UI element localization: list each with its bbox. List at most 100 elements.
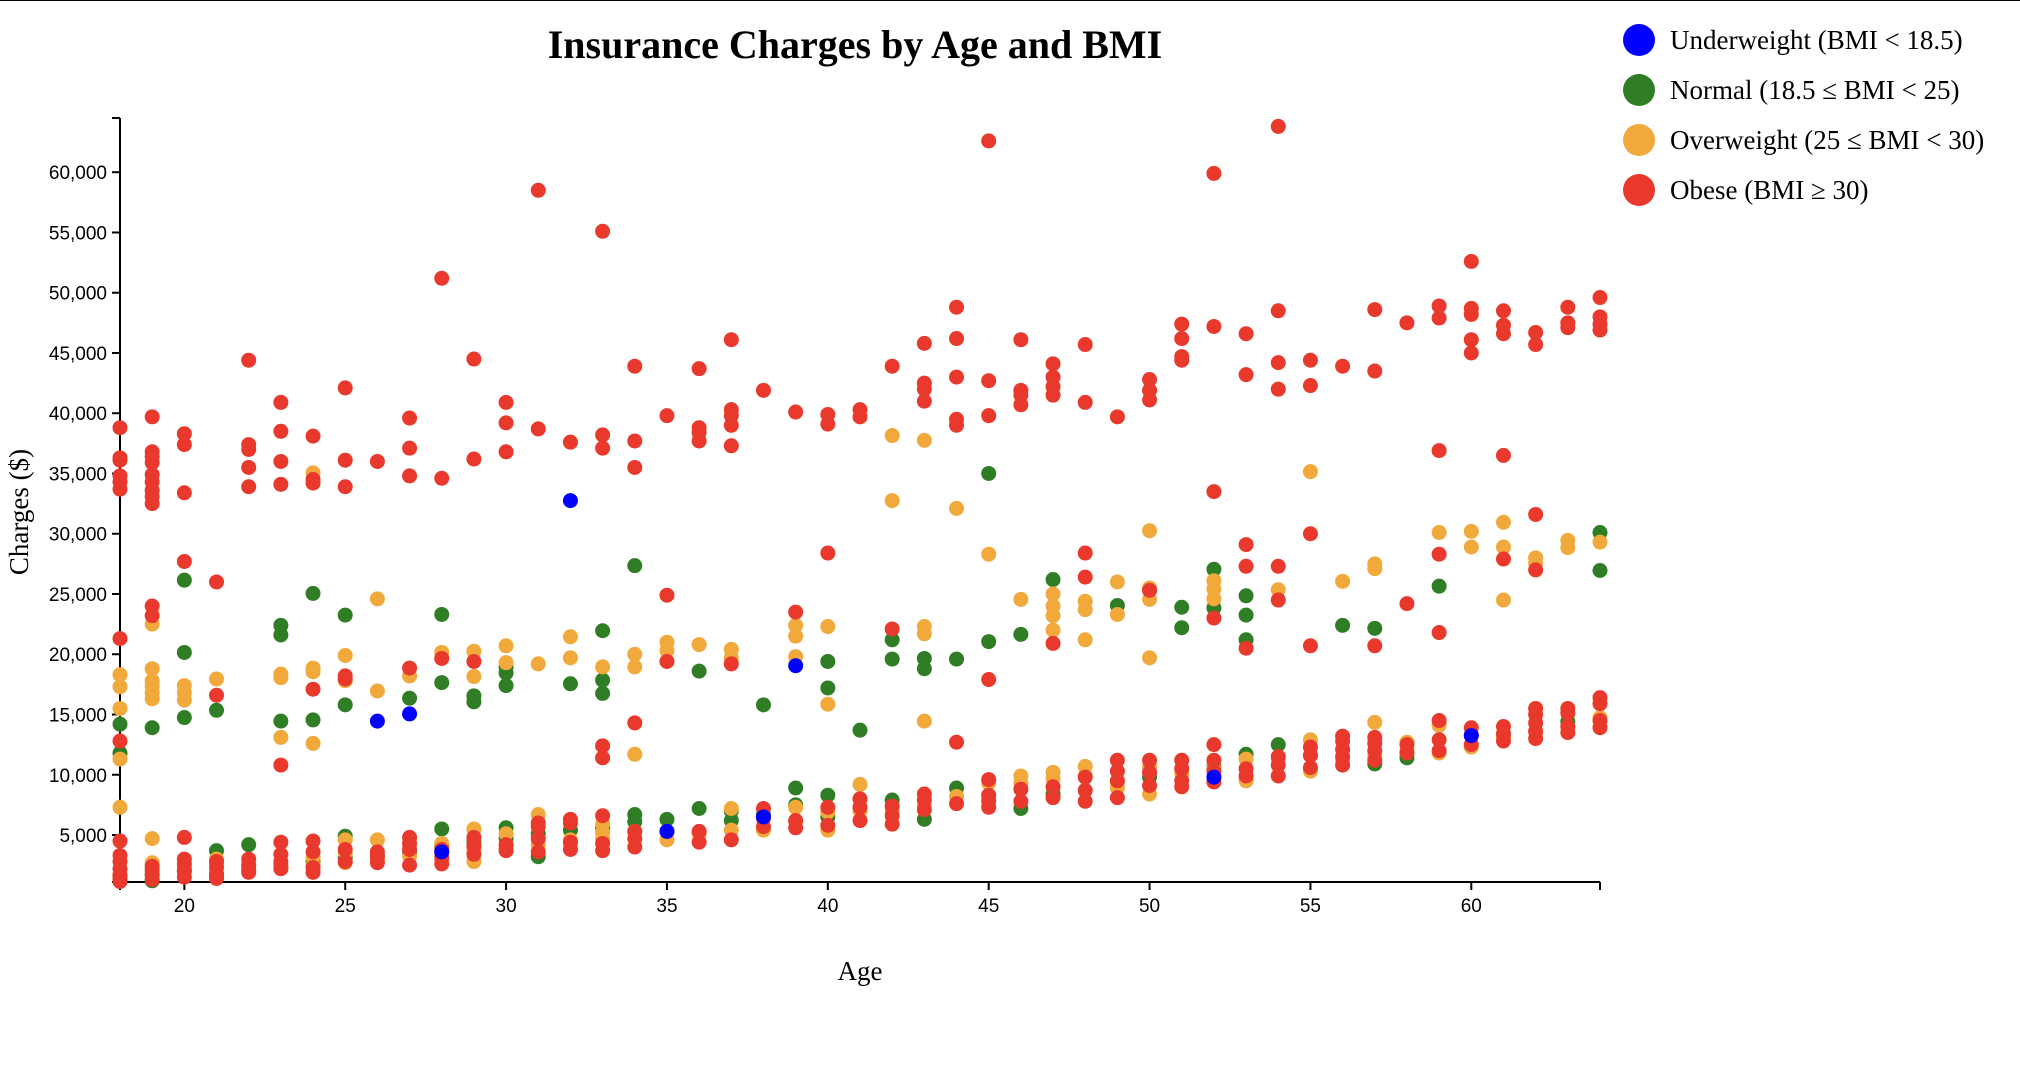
data-point (1142, 650, 1158, 666)
data-point (1174, 331, 1190, 347)
data-point (1528, 550, 1544, 566)
data-point (1302, 464, 1318, 480)
data-point (273, 757, 289, 773)
data-point (1045, 586, 1061, 602)
data-point (981, 772, 997, 788)
legend-swatch (1623, 124, 1655, 156)
data-point (820, 680, 836, 696)
data-point (273, 834, 289, 850)
data-point (337, 668, 353, 684)
data-point (112, 833, 128, 849)
data-point (1045, 356, 1061, 372)
data-point (305, 428, 321, 444)
data-point (1335, 617, 1351, 633)
data-point (1109, 790, 1125, 806)
data-point (949, 369, 965, 385)
data-point (755, 382, 771, 398)
data-point (305, 833, 321, 849)
data-point (1495, 303, 1511, 319)
data-point (1142, 371, 1158, 387)
data-point (176, 644, 192, 660)
data-point (144, 661, 160, 677)
data-point (1077, 545, 1093, 561)
data-point (1077, 394, 1093, 410)
data-point (1431, 743, 1447, 759)
data-point (1109, 409, 1125, 425)
data-point (1495, 719, 1511, 735)
data-point (1399, 596, 1415, 612)
data-point (1045, 622, 1061, 638)
data-point (176, 710, 192, 726)
data-point (755, 809, 771, 825)
data-point (1495, 539, 1511, 555)
data-point (402, 410, 418, 426)
x-axis-title: Age (838, 956, 883, 986)
data-point (1142, 382, 1158, 398)
y-tick-label: 5,000 (59, 826, 107, 847)
data-point (144, 409, 160, 425)
data-point (112, 751, 128, 767)
x-tick-label: 50 (1139, 896, 1160, 917)
data-point (691, 834, 707, 850)
data-point (1463, 300, 1479, 316)
data-point (595, 808, 611, 824)
data-point (144, 831, 160, 847)
data-point (820, 545, 836, 561)
y-tick-label: 30,000 (49, 525, 107, 546)
data-point (369, 713, 385, 729)
data-point (659, 653, 675, 669)
data-point (595, 672, 611, 688)
data-point (1495, 447, 1511, 463)
y-tick-label: 15,000 (49, 705, 107, 726)
data-point (1431, 625, 1447, 641)
data-point (1206, 573, 1222, 589)
x-tick-label: 45 (978, 896, 999, 917)
data-point (176, 851, 192, 867)
data-point (241, 837, 257, 853)
data-point (1431, 578, 1447, 594)
data-point (1270, 737, 1286, 753)
data-point (1174, 620, 1190, 636)
data-point (1335, 728, 1351, 744)
data-point (1045, 369, 1061, 385)
data-point (209, 702, 225, 718)
data-point (498, 655, 514, 671)
data-point (820, 406, 836, 422)
data-point (112, 716, 128, 732)
legend-swatch (1623, 174, 1655, 206)
data-point (981, 408, 997, 424)
data-point (1592, 290, 1608, 306)
data-point (723, 800, 739, 816)
data-point (337, 841, 353, 857)
data-point (498, 678, 514, 694)
y-tick-label: 60,000 (49, 163, 107, 184)
data-point (273, 713, 289, 729)
data-point (916, 650, 932, 666)
data-point (595, 685, 611, 701)
data-point (1077, 793, 1093, 809)
data-point (209, 687, 225, 703)
data-point (498, 837, 514, 853)
data-point (1109, 606, 1125, 622)
data-point (1013, 781, 1029, 797)
data-point (1463, 539, 1479, 555)
data-point (1367, 302, 1383, 318)
data-point (884, 632, 900, 648)
top-border-line (0, 0, 2020, 1)
data-point (1045, 572, 1061, 588)
data-point (820, 696, 836, 712)
data-point (1238, 640, 1254, 656)
data-point (112, 631, 128, 647)
data-point (691, 663, 707, 679)
legend: Underweight (BMI < 18.5) Normal (18.5 ≤ B… (1623, 24, 1984, 206)
data-point (595, 427, 611, 443)
data-point (627, 646, 643, 662)
data-point (981, 546, 997, 562)
legend-swatch (1623, 24, 1655, 56)
data-point (627, 807, 643, 823)
data-point (434, 270, 450, 286)
data-point (949, 299, 965, 315)
data-point (1077, 782, 1093, 798)
data-point (1367, 638, 1383, 654)
data-point (337, 647, 353, 663)
